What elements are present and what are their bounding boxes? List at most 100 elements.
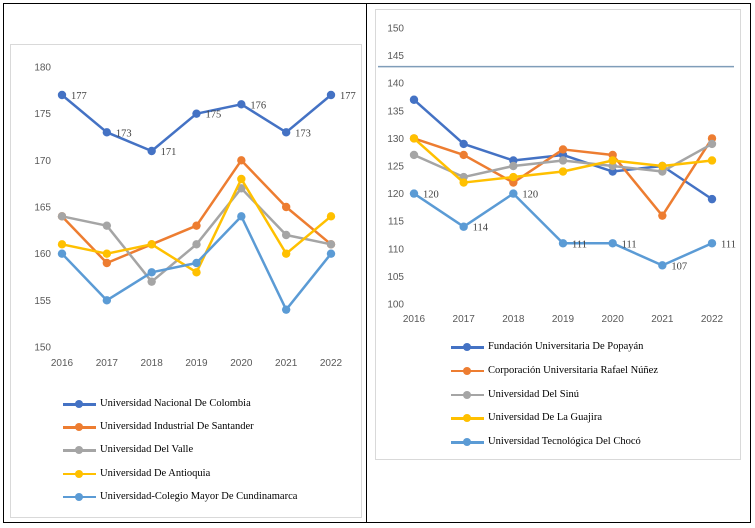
legend-label: Universidad De Antioquia [100, 467, 211, 479]
data-point [409, 134, 419, 143]
data-label: 107 [671, 261, 687, 272]
legend-swatch-marker [75, 492, 83, 501]
data-point [102, 128, 112, 137]
legend-label: Universidad Tecnológica Del Chocó [488, 436, 641, 448]
data-point [459, 150, 468, 160]
data-point [409, 189, 419, 198]
x-tick-label: 2017 [453, 314, 476, 325]
data-point [192, 221, 201, 230]
data-point [707, 139, 717, 149]
x-tick-label: 2017 [96, 358, 119, 369]
data-label: 173 [295, 128, 311, 139]
x-tick-label: 2016 [51, 358, 74, 369]
y-tick-label: 110 [388, 244, 404, 255]
data-point [57, 90, 67, 100]
data-point [237, 212, 246, 221]
chart-panel-left [10, 44, 362, 518]
data-point [459, 139, 468, 149]
data-point [57, 212, 67, 221]
x-tick-label: 2019 [185, 358, 208, 369]
y-tick-label: 100 [387, 300, 404, 311]
data-point [608, 239, 617, 248]
data-point [326, 212, 336, 221]
y-tick-label: 105 [387, 272, 404, 283]
legend-swatch-marker [75, 423, 83, 432]
y-tick-label: 140 [387, 79, 404, 90]
legend-label: Fundación Universitaria De Popayán [488, 341, 644, 352]
data-label: 177 [71, 91, 87, 102]
y-tick-label: 130 [387, 134, 404, 145]
data-label: 114 [473, 223, 489, 234]
data-point [658, 261, 667, 270]
data-point [147, 146, 156, 156]
y-tick-label: 115 [388, 217, 404, 228]
data-point [326, 90, 336, 100]
data-point [707, 156, 717, 165]
x-tick-label: 2022 [701, 314, 724, 325]
data-point [707, 239, 717, 248]
data-point [237, 174, 246, 184]
data-point [608, 156, 617, 165]
chart-panel-right [375, 9, 741, 460]
data-point [326, 240, 336, 249]
y-tick-label: 125 [387, 162, 404, 173]
legend-swatch-marker [463, 366, 471, 375]
data-label: 171 [161, 147, 177, 158]
y-tick-label: 120 [387, 189, 404, 200]
legend-label: Corporación Universitaria Rafael Núñez [488, 364, 658, 376]
legend-swatch-marker [75, 446, 83, 455]
y-tick-label: 180 [34, 63, 51, 74]
y-tick-label: 160 [34, 249, 51, 260]
x-tick-label: 2020 [230, 358, 253, 369]
data-label: 111 [622, 239, 637, 250]
data-point [192, 240, 201, 249]
data-point [147, 268, 156, 277]
x-tick-label: 2016 [403, 314, 426, 325]
data-label: 176 [250, 100, 266, 111]
data-point [707, 194, 717, 204]
data-point [281, 230, 291, 240]
data-point [281, 128, 291, 137]
legend-swatch-marker [463, 390, 471, 399]
data-point [102, 296, 112, 305]
legend-label: Universidad-Colegio Mayor De Cundinamarc… [100, 490, 298, 502]
data-point [558, 156, 568, 165]
y-tick-label: 135 [387, 106, 404, 117]
x-tick-label: 2020 [602, 314, 625, 325]
data-point [237, 156, 246, 165]
data-point [409, 95, 419, 104]
data-point [409, 150, 419, 160]
data-label: 175 [206, 110, 222, 121]
legend-swatch-marker [463, 414, 471, 423]
y-tick-label: 175 [34, 109, 51, 120]
x-tick-label: 2019 [552, 314, 575, 325]
x-tick-label: 2022 [320, 358, 343, 369]
data-point [459, 178, 468, 187]
data-point [147, 277, 156, 286]
data-point [102, 258, 112, 268]
data-point [509, 172, 518, 182]
data-point [192, 109, 201, 118]
x-tick-label: 2018 [141, 358, 164, 369]
data-point [192, 258, 201, 268]
legend-label: Universidad Del Sinú [488, 388, 579, 400]
data-point [57, 249, 67, 258]
x-tick-label: 2021 [275, 358, 298, 369]
data-point [658, 161, 667, 171]
data-point [102, 249, 112, 258]
y-tick-label: 165 [34, 203, 51, 214]
legend-swatch-marker [75, 400, 83, 408]
legend-label: Universidad Del Valle [100, 444, 194, 456]
y-tick-label: 150 [34, 343, 51, 354]
data-label: 120 [522, 190, 538, 201]
legend-swatch-marker [463, 438, 471, 447]
data-label: 173 [116, 128, 132, 139]
data-point [281, 249, 291, 258]
legend-label: Universidad Nacional De Colombia [100, 398, 251, 409]
data-point [558, 145, 568, 154]
data-label: 120 [423, 190, 439, 201]
data-point [558, 167, 568, 176]
data-point [237, 100, 246, 109]
